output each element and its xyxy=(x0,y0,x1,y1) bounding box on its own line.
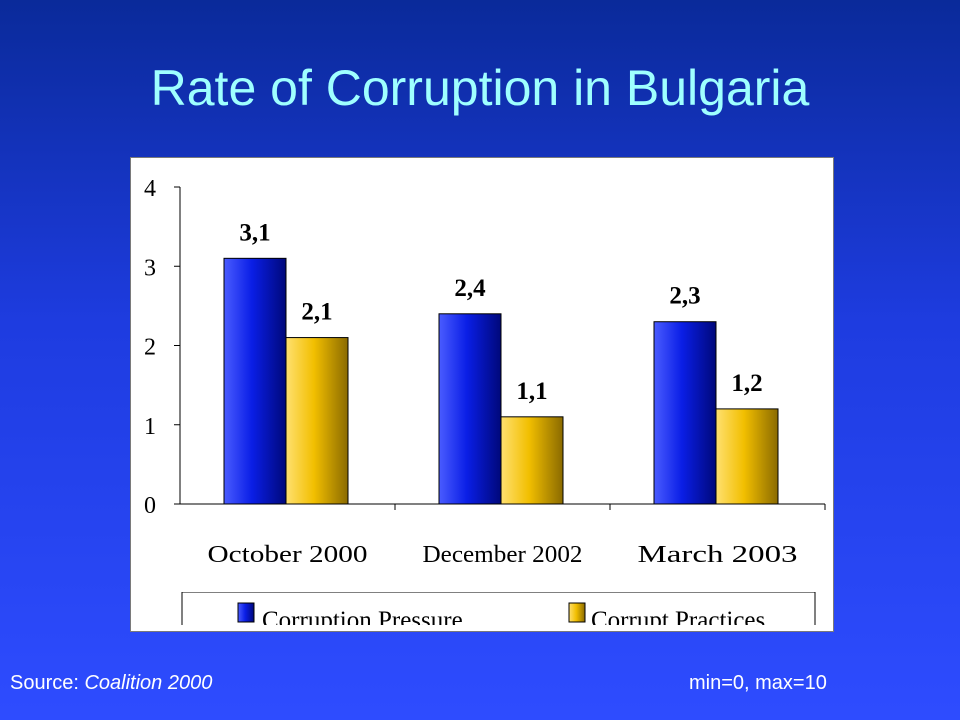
data-label-corrupt-practices-march-2003: 1,2 xyxy=(731,370,762,397)
legend-box xyxy=(181,592,816,625)
data-label-corruption-pressure-december-2002: 2,4 xyxy=(454,275,486,302)
legend: Corruption Pressure Corrupt Practices xyxy=(181,592,816,633)
legend-label-corrupt-practices: Corrupt Practices xyxy=(591,607,765,633)
x-tick-label-october-2000: October 2000 xyxy=(208,542,368,568)
legend-label-corruption-pressure: Corruption Pressure xyxy=(262,607,463,633)
data-label-corrupt-practices-october-2000: 2,1 xyxy=(301,299,332,326)
source-name: Coalition 2000 xyxy=(84,672,213,694)
x-tick-label-march-2003: March 2003 xyxy=(638,542,798,568)
legend-swatch-corrupt-practices xyxy=(568,602,586,623)
y-tick-label: 4 xyxy=(144,176,156,202)
legend-swatch-corruption-pressure xyxy=(237,602,255,623)
y-tick-label: 1 xyxy=(144,414,156,440)
x-tick-label-december-2002: December 2002 xyxy=(423,542,583,568)
y-tick-label: 2 xyxy=(144,335,156,361)
bar-corrupt-practices-december-2002 xyxy=(500,416,564,505)
data-label-corruption-pressure-march-2003: 2,3 xyxy=(669,283,700,310)
y-tick-label: 3 xyxy=(144,255,156,281)
source-note: Source: Coalition 2000 xyxy=(10,671,212,695)
source-prefix: Source: xyxy=(10,672,85,694)
data-label-corrupt-practices-december-2002: 1,1 xyxy=(516,378,547,405)
data-label-corruption-pressure-october-2000: 3,1 xyxy=(239,219,270,246)
bar-corrupt-practices-march-2003 xyxy=(715,408,779,505)
bar-corruption-pressure-october-2000 xyxy=(223,257,287,505)
slide-title: Rate of Corruption in Bulgaria xyxy=(150,60,810,116)
bar-chart: 0 1 2 3 4 October 2000 December 2002 March 2003… xyxy=(144,176,826,633)
bar-corruption-pressure-december-2002 xyxy=(438,313,502,505)
y-tick-label: 0 xyxy=(144,493,156,519)
bar-corruption-pressure-march-2003 xyxy=(653,321,717,505)
scale-note: min=0, max=10 xyxy=(689,672,827,694)
chart-panel: 0 1 2 3 4 October 2000 December 2002 March 2003… xyxy=(130,157,834,632)
bar-corrupt-practices-october-2000 xyxy=(285,337,349,505)
